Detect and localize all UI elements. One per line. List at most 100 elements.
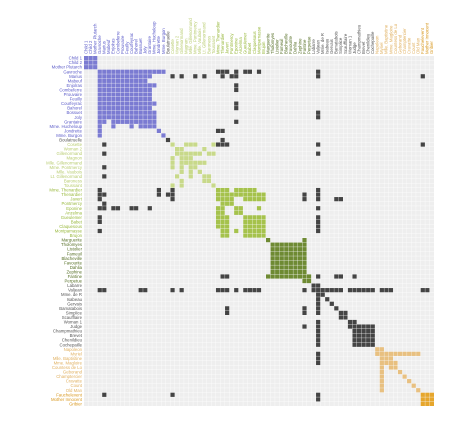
matrix-background-cell [152, 60, 157, 65]
matrix-background-cell [411, 333, 416, 338]
matrix-background-cell [334, 160, 339, 165]
matrix-background-cell [320, 260, 325, 265]
matrix-background-cell [152, 142, 157, 147]
matrix-background-cell [306, 60, 312, 65]
matrix-background-cell [134, 324, 139, 329]
matrix-background-cell [429, 333, 434, 338]
matrix-background-cell [215, 269, 221, 275]
matrix-background-cell [134, 56, 139, 61]
matrix-background-cell [202, 256, 207, 261]
matrix-background-cell [347, 192, 353, 197]
matrix-background-cell [361, 128, 366, 133]
matrix-background-cell [297, 69, 303, 74]
matrix-background-cell [338, 156, 343, 161]
matrix-background-cell [343, 292, 348, 297]
matrix-background-cell [384, 83, 389, 88]
matrix-background-cell [266, 301, 271, 306]
matrix-background-cell [88, 83, 93, 88]
matrix-background-cell [425, 78, 430, 83]
matrix-background-cell [416, 119, 421, 124]
matrix-background-cell [106, 283, 111, 288]
matrix-background-cell [347, 92, 353, 97]
matrix-background-cell [325, 187, 330, 193]
matrix-background-cell [288, 78, 293, 83]
matrix-background-cell [252, 265, 257, 270]
matrix-background-cell [357, 124, 362, 129]
matrix-background-cell [252, 115, 257, 120]
matrix-background-cell [288, 233, 293, 238]
matrix-background-cell [407, 124, 412, 129]
matrix-background-cell [156, 174, 161, 179]
matrix-background-cell [197, 65, 202, 70]
matrix-background-cell [229, 119, 234, 124]
matrix-background-cell [366, 78, 371, 83]
matrix-background-cell [284, 178, 289, 184]
matrix-background-cell [238, 256, 243, 261]
matrix-background-cell [129, 65, 134, 70]
matrix-background-cell [397, 92, 403, 97]
matrix-background-cell [370, 310, 375, 315]
matrix-background-cell [111, 201, 116, 206]
matrix-background-cell [320, 174, 325, 179]
matrix-background-cell [334, 56, 339, 61]
matrix-background-cell [84, 238, 89, 243]
matrix-background-cell [366, 128, 371, 133]
matrix-background-cell [206, 201, 212, 206]
matrix-background-cell [311, 228, 316, 234]
matrix-background-cell [288, 329, 293, 334]
matrix-background-cell [284, 74, 289, 79]
matrix-background-cell [202, 60, 207, 65]
matrix-background-cell [243, 183, 248, 188]
matrix-background-cell [402, 197, 407, 202]
matrix-background-cell [361, 60, 366, 65]
matrix-background-cell [343, 278, 348, 284]
matrix-background-cell [161, 238, 166, 243]
matrix-background-cell [397, 256, 403, 261]
matrix-background-cell [106, 338, 111, 343]
matrix-background-cell [229, 56, 234, 61]
matrix-background-cell [411, 324, 416, 329]
matrix-background-cell [270, 160, 275, 165]
row-label: Claquesous [59, 224, 82, 229]
matrix-background-cell [106, 319, 111, 325]
matrix-background-cell [243, 274, 248, 279]
matrix-background-cell [361, 251, 366, 256]
matrix-background-cell [275, 74, 280, 79]
matrix-background-cell [247, 324, 252, 329]
matrix-background-cell [111, 338, 116, 343]
matrix-background-cell [156, 210, 161, 215]
matrix-background-cell [111, 329, 116, 334]
matrix-background-cell [352, 238, 357, 243]
matrix-background-cell [347, 338, 353, 343]
matrix-background-cell [279, 206, 284, 211]
matrix-background-cell [243, 147, 248, 152]
matrix-background-cell [279, 192, 284, 197]
matrix-background-cell [120, 265, 125, 270]
matrix-background-cell [366, 142, 371, 147]
matrix-background-cell [402, 333, 407, 338]
matrix-background-cell [106, 292, 111, 297]
matrix-background-cell [88, 78, 93, 83]
matrix-background-cell [393, 329, 398, 334]
matrix-background-cell [188, 178, 193, 184]
matrix-background-cell [156, 92, 161, 97]
matrix-background-cell [134, 151, 139, 156]
matrix-background-cell [397, 78, 403, 83]
matrix-background-cell [202, 247, 207, 252]
matrix-background-cell [266, 269, 271, 275]
matrix-background-cell [266, 292, 271, 297]
matrix-background-cell [407, 310, 412, 315]
matrix-background-cell [411, 56, 416, 61]
matrix-background-cell [275, 183, 280, 188]
matrix-background-cell [193, 338, 198, 343]
matrix-background-cell [175, 192, 180, 197]
matrix-background-cell [384, 115, 389, 120]
matrix-background-cell [106, 165, 111, 170]
matrix-background-cell [361, 133, 366, 138]
matrix-background-cell [357, 215, 362, 220]
matrix-background-cell [297, 297, 303, 302]
matrix-background-cell [106, 119, 111, 124]
matrix-background-cell [397, 142, 403, 147]
matrix-background-cell [134, 329, 139, 334]
matrix-background-cell [388, 306, 394, 311]
